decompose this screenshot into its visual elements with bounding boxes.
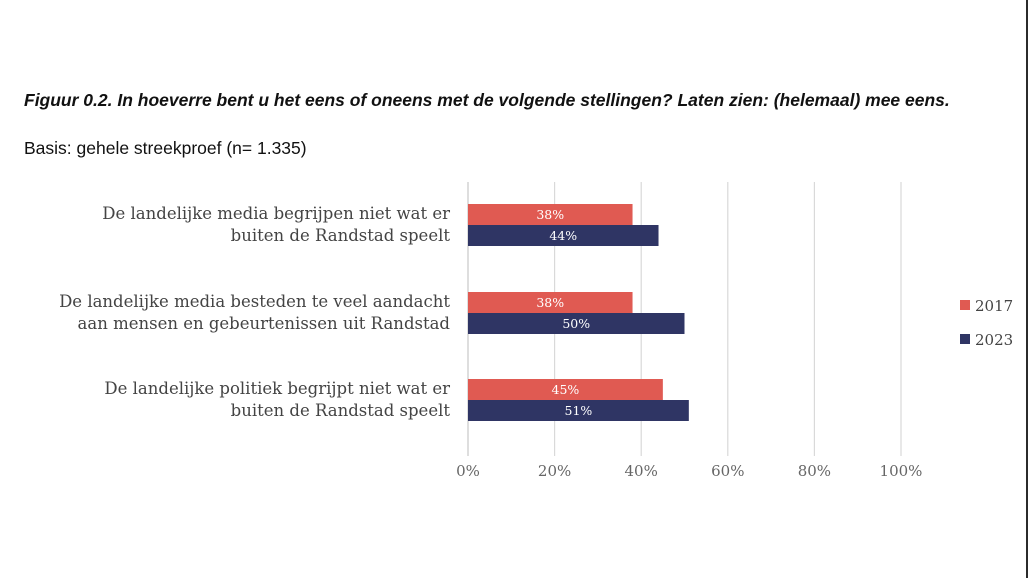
data-label: 51% (565, 403, 593, 418)
figure-subtitle: Basis: gehele streekproef (n= 1.335) (24, 138, 307, 158)
frame-border (1026, 0, 1028, 578)
data-label: 44% (549, 228, 577, 243)
x-tick-label: 100% (880, 462, 923, 480)
legend-swatch-2017 (960, 300, 970, 310)
category-label: buiten de Randstad speelt (231, 226, 451, 245)
x-tick-label: 20% (538, 462, 571, 480)
legend-label: 2017 (975, 297, 1013, 315)
x-tick-label: 80% (798, 462, 831, 480)
category-label: De landelijke politiek begrijpt niet wat… (104, 379, 450, 398)
bar-2017 (468, 292, 633, 313)
bar-2023 (468, 313, 685, 334)
bar-2017 (468, 379, 663, 400)
legend-label: 2023 (975, 331, 1013, 349)
x-tick-label: 0% (456, 462, 480, 480)
category-label: De landelijke media begrijpen niet wat e… (102, 204, 450, 223)
x-tick-label: 60% (711, 462, 744, 480)
data-label: 38% (536, 295, 564, 310)
category-label: De landelijke media besteden te veel aan… (59, 292, 450, 311)
bar-2023 (468, 225, 659, 246)
category-label: aan mensen en gebeurtenissen uit Randsta… (78, 314, 451, 333)
category-label: buiten de Randstad speelt (231, 401, 451, 420)
data-label: 45% (552, 382, 580, 397)
legend-swatch-2023 (960, 334, 970, 344)
bar-2017 (468, 204, 633, 225)
figure-title: Figuur 0.2. In hoeverre bent u het eens … (24, 90, 950, 110)
x-tick-label: 40% (625, 462, 658, 480)
data-label: 50% (562, 316, 590, 331)
data-label: 38% (536, 207, 564, 222)
bar-2023 (468, 400, 689, 421)
